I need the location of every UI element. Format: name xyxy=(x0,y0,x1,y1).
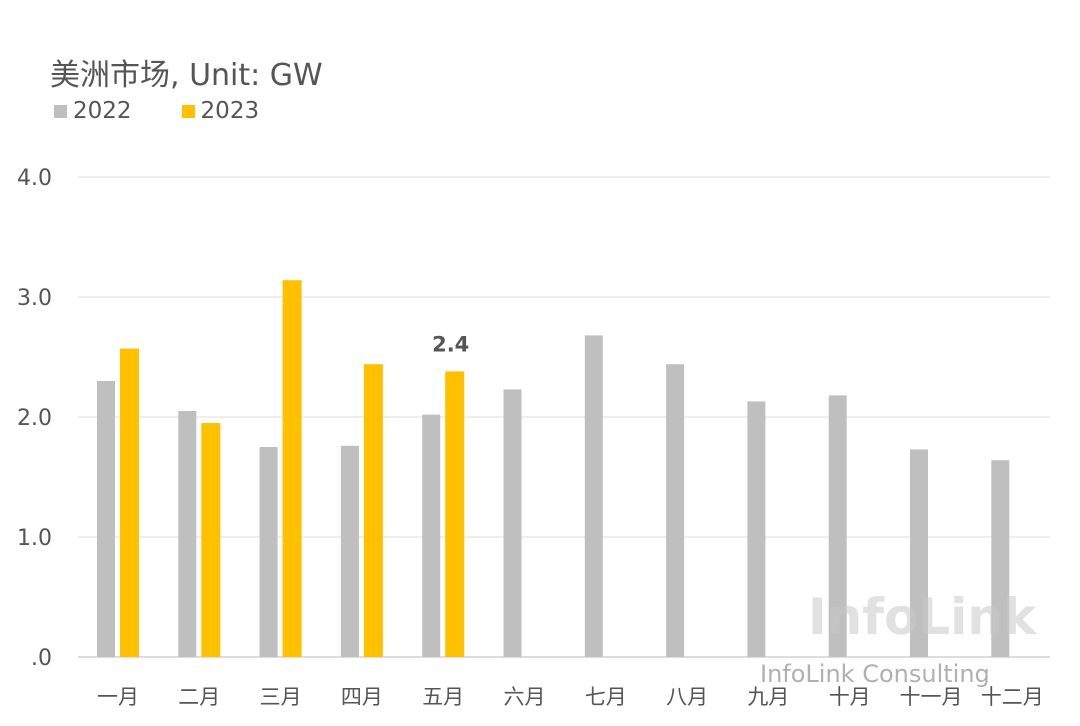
watermark-caption: InfoLink Consulting xyxy=(760,660,990,688)
legend: 2022 2023 xyxy=(54,98,259,124)
bar-2023-3 xyxy=(282,280,302,657)
bar-2022-3 xyxy=(259,447,278,657)
bar-2022-10 xyxy=(828,395,847,657)
y-tick-label: 1.0 xyxy=(17,526,52,551)
x-tick-label: 十一月 xyxy=(900,685,963,709)
x-tick-label: 一月 xyxy=(97,685,139,709)
y-tick-label: 4.0 xyxy=(17,166,52,191)
data-label: 2.4 xyxy=(432,332,469,356)
bar-2023-1 xyxy=(120,348,139,657)
legend-label: 2023 xyxy=(200,98,260,124)
legend-label: 2022 xyxy=(73,98,132,124)
x-tick-label: 四月 xyxy=(341,685,383,709)
bar-2023-4 xyxy=(363,364,383,657)
x-tick-label: 三月 xyxy=(260,685,302,709)
legend-swatch xyxy=(181,104,195,118)
bar-2022-8 xyxy=(666,364,685,657)
x-tick-label: 十月 xyxy=(829,685,871,709)
bar-2022-5 xyxy=(422,414,441,657)
x-tick-label: 九月 xyxy=(747,685,789,709)
x-tick-label: 八月 xyxy=(666,685,708,709)
x-tick-label: 二月 xyxy=(178,685,220,709)
bar-2022-2 xyxy=(178,411,197,657)
bar-2022-11 xyxy=(910,449,928,657)
bar-2022-9 xyxy=(747,401,766,657)
chart-title: 美洲市场, Unit: GW xyxy=(50,58,323,93)
y-tick-label: 2.0 xyxy=(17,406,52,431)
legend-item-2023: 2023 xyxy=(181,98,260,124)
y-tick-label: 3.0 xyxy=(17,286,52,311)
y-tick-label: .0 xyxy=(31,646,52,671)
x-tick-label: 六月 xyxy=(504,685,546,709)
bar-2023-2 xyxy=(201,423,221,657)
bar-2022-1 xyxy=(97,381,115,657)
watermark-logo: InfoLink xyxy=(808,588,1037,646)
x-tick-label: 七月 xyxy=(585,685,627,709)
bar-2022-7 xyxy=(584,335,603,657)
x-tick-label: 十二月 xyxy=(981,685,1044,709)
x-tick-label: 五月 xyxy=(422,685,464,709)
bar-2023-5 xyxy=(445,371,465,657)
legend-item-2022: 2022 xyxy=(54,98,132,124)
legend-swatch xyxy=(54,104,67,118)
bar-2022-6 xyxy=(503,389,522,657)
bar-2022-4 xyxy=(340,445,359,657)
bar-2022-12 xyxy=(991,460,1010,657)
